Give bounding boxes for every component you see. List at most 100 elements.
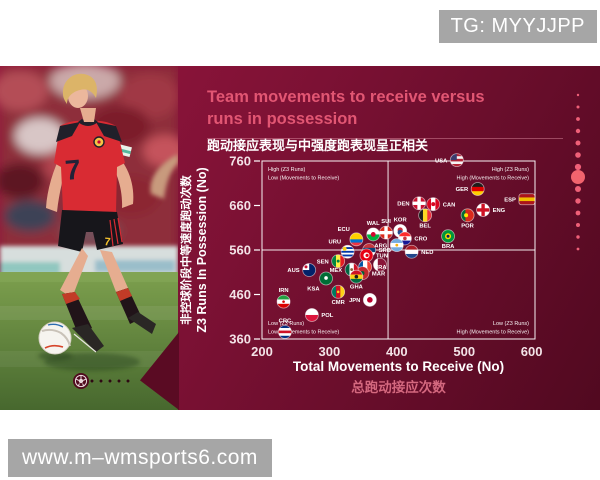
data-point-CMR: CMR — [331, 284, 346, 306]
point-label-POL: POL — [321, 313, 333, 319]
jersey-shoulder-left — [56, 122, 80, 142]
point-label-NED: NED — [421, 250, 433, 256]
data-point-GER: GER — [456, 182, 485, 196]
jersey-number: 7 — [64, 154, 82, 186]
data-point-AUS: AUS — [287, 263, 317, 277]
shorts-stripe — [113, 218, 119, 245]
player-photo-svg: 7 7 — [0, 66, 187, 410]
shorts-number: 7 — [104, 236, 111, 249]
data-point-SUI: SUI — [379, 219, 393, 240]
data-point-CAN: CAN — [426, 197, 456, 212]
pink-dot — [575, 152, 581, 158]
pitch-stripe — [0, 306, 178, 320]
point-label-DEN: DEN — [397, 201, 409, 207]
point-label-KOR: KOR — [394, 217, 408, 223]
pink-dot — [575, 210, 581, 216]
quadrant-annotation: Low (Movements to Receive) — [268, 330, 339, 336]
x-tick-label: 300 — [319, 344, 341, 359]
x-tick-label: 200 — [251, 344, 273, 359]
team-crest-center — [97, 140, 101, 144]
pink-dot — [576, 247, 580, 251]
quadrant-annotation: Low (Z3 Runs) — [268, 321, 304, 327]
watermark-website: www.m–wmsports6.com — [8, 439, 272, 477]
player-right-sock-band — [62, 292, 80, 304]
point-label-AUS: AUS — [287, 268, 299, 274]
pink-dot — [575, 198, 581, 204]
data-point-URU: URU — [329, 239, 355, 259]
quadrant-annotation: High (Z3 Runs) — [268, 167, 305, 173]
point-label-ARG: ARG — [374, 243, 387, 249]
opponent-arm — [150, 154, 178, 199]
point-label-ENG: ENG — [493, 208, 506, 214]
point-label-POR: POR — [461, 223, 474, 229]
football-icon — [73, 373, 89, 389]
point-label-SUI: SUI — [381, 219, 391, 225]
quadrant-annotation: Low (Movements to Receive) — [268, 176, 339, 182]
y-axis-label-zh: 非控球阶段中等速度跑动次数 — [180, 175, 193, 325]
data-point-JPN: JPN — [349, 292, 377, 307]
data-point-IRN: IRN — [276, 288, 291, 309]
point-label-MAR: MAR — [372, 271, 386, 277]
chart-title-line1: Team movements to receive versus — [207, 88, 485, 106]
point-label-BRA: BRA — [442, 244, 455, 250]
chart-subtitle-zh: 跑动接应表现与中强度跑表现呈正相关 — [207, 137, 429, 153]
point-label-CRC: CRC — [279, 318, 292, 324]
y-tick-label: 560 — [229, 243, 251, 258]
chart-title-line2: runs in possession — [207, 109, 358, 128]
pink-dot — [575, 140, 581, 146]
y-tick-label: 760 — [229, 154, 251, 169]
data-point-CRC: CRC — [278, 318, 292, 339]
ball-shadow — [38, 351, 72, 361]
x-tick-label: 600 — [521, 344, 543, 359]
quadrant-annotation: High (Movements to Receive) — [457, 176, 530, 182]
ad-boards — [0, 246, 178, 276]
point-label-GER: GER — [456, 187, 469, 193]
point-label-FRA: FRA — [375, 265, 388, 271]
data-point-ECU: ECU — [338, 227, 364, 247]
player-left-boot — [128, 312, 156, 334]
data-point-NED: NED — [404, 244, 433, 259]
jersey-shoulder-right — [96, 122, 122, 142]
player-jersey — [54, 120, 125, 212]
player-left-sock-band — [116, 288, 132, 301]
player-figure: 7 7 — [46, 73, 156, 353]
point-label-URU: URU — [329, 239, 342, 245]
player-shorts — [58, 210, 123, 252]
pink-dot — [575, 128, 581, 134]
point-label-BEL: BEL — [419, 223, 431, 229]
y-tick-label: 360 — [229, 332, 251, 347]
y-tick-label: 460 — [229, 287, 251, 302]
point-label-USA: USA — [435, 158, 448, 164]
point-label-MEX: MEX — [330, 268, 343, 274]
football — [38, 321, 72, 355]
point-label-TUN: TUN — [376, 254, 388, 260]
data-point-USA: USA — [435, 153, 464, 168]
point-label-CRO: CRO — [414, 237, 427, 243]
player-photo: 7 7 — [0, 66, 187, 410]
x-axis-label-zh: 总跑动接应次数 — [351, 379, 446, 395]
dots-decoration — [571, 93, 585, 251]
point-label-CMR: CMR — [332, 300, 346, 306]
data-point-KSA: KSA — [307, 271, 333, 292]
title-block: Team movements to receive versus runs in… — [207, 87, 587, 154]
infographic-card: 7 7 — [0, 66, 600, 410]
data-point-CRO: CRO — [398, 231, 428, 246]
player-right-boot — [72, 324, 104, 352]
data-point-WAL: WAL — [366, 221, 381, 242]
pink-dot — [576, 235, 580, 239]
pink-dot — [576, 117, 580, 121]
point-label-JPN: JPN — [349, 298, 360, 304]
point-label-CAN: CAN — [443, 202, 456, 208]
data-point-BEL: BEL — [418, 208, 433, 229]
x-axis-label-en: Total Movements to Receive (No) — [293, 359, 504, 374]
x-tick-label: 500 — [453, 344, 475, 359]
point-label-IRN: IRN — [279, 288, 289, 294]
title-divider — [207, 138, 563, 139]
player-neck — [80, 108, 96, 122]
point-label-SEN: SEN — [317, 259, 329, 265]
boot-sole — [73, 333, 97, 353]
quadrant-annotation: Low (Z3 Runs) — [493, 321, 529, 327]
point-label-ECU: ECU — [338, 227, 350, 233]
data-point-POL: POL — [304, 308, 334, 322]
